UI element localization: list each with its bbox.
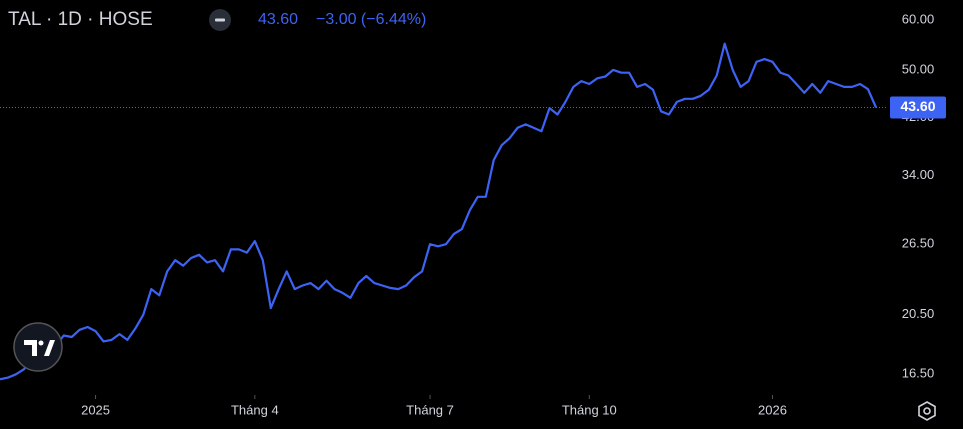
settings-icon[interactable] — [918, 401, 936, 421]
x-tick-label: Tháng 7 — [406, 402, 454, 417]
y-tick-label: 34.00 — [902, 167, 935, 182]
chart-title: TAL · 1D · HOSE — [8, 9, 153, 30]
y-tick-label: 16.50 — [902, 366, 935, 381]
price-line — [0, 42, 878, 381]
price-change: −3.00 (−6.44%) — [316, 11, 426, 28]
last-price-label: 43.60 — [900, 98, 935, 114]
y-tick-label: 20.50 — [902, 306, 935, 321]
x-tick-label: 2026 — [758, 402, 787, 417]
x-tick-label: Tháng 4 — [231, 402, 279, 417]
plot: 16.5020.5026.5034.0042.0050.0060.002025T… — [0, 11, 934, 417]
y-tick-label: 26.50 — [902, 236, 935, 251]
last-price-badge — [890, 96, 946, 119]
hide-button[interactable] — [209, 9, 231, 31]
y-tick-label: 50.00 — [902, 61, 935, 76]
x-tick-label: 2025 — [81, 402, 110, 417]
tradingview-logo[interactable] — [13, 322, 63, 372]
x-tick-label: Tháng 10 — [562, 402, 617, 417]
y-tick-label: 60.00 — [902, 11, 935, 26]
last-price: 43.60 — [258, 11, 298, 28]
